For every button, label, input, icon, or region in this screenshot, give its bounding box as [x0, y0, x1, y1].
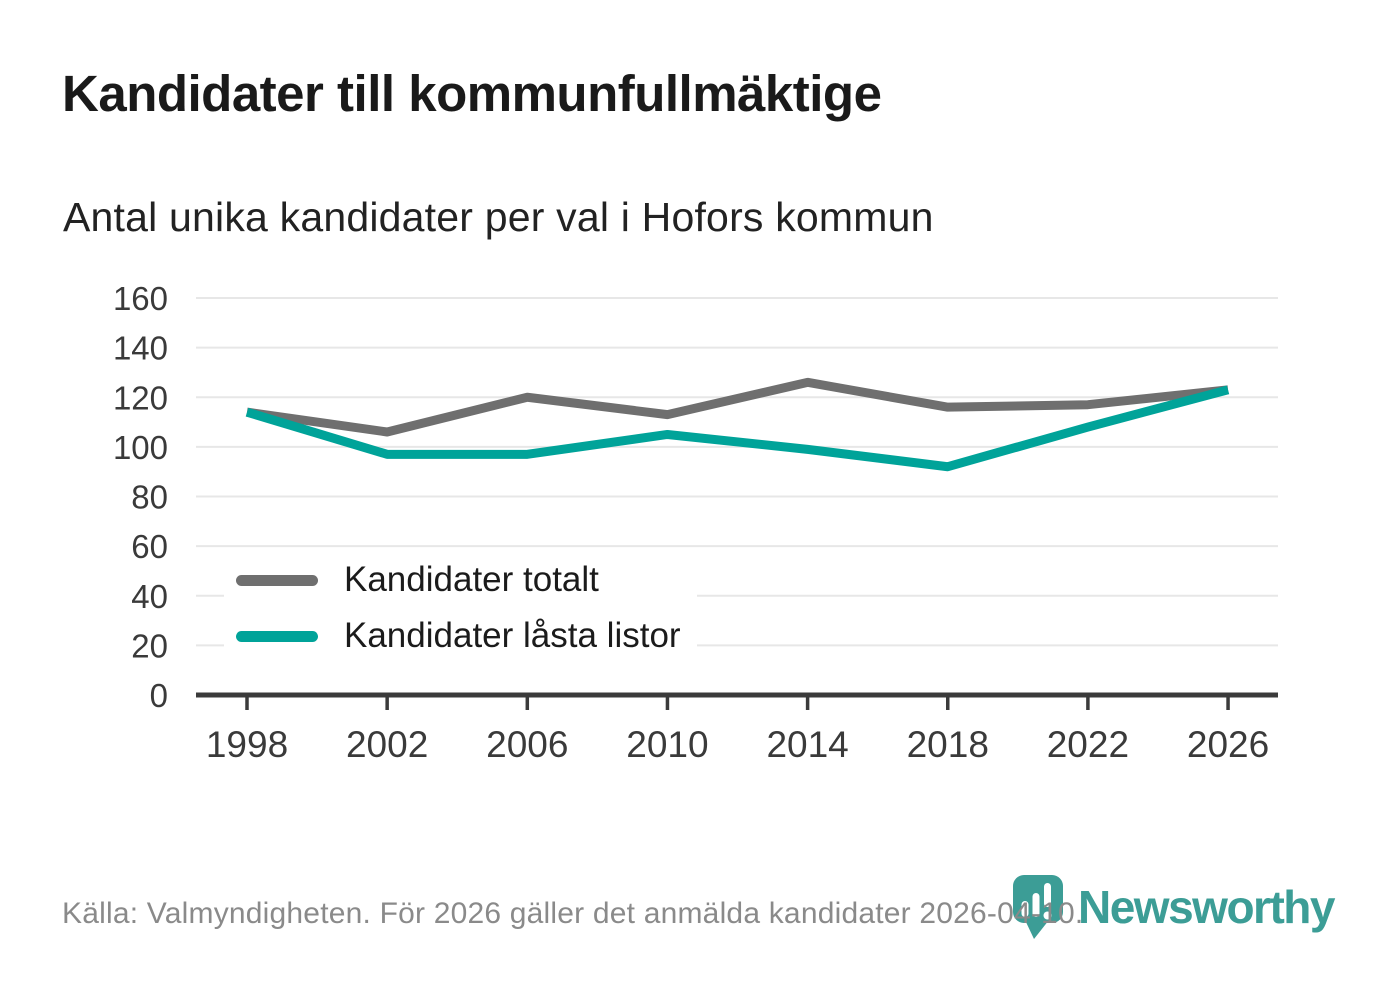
- x-tick-label: 1998: [206, 724, 288, 765]
- y-tick-label: 160: [113, 280, 168, 317]
- series-line-kandidater-totalt: [246, 377, 1229, 437]
- chart-subtitle: Antal unika kandidater per val i Hofors …: [63, 194, 934, 240]
- x-tick-label: 2014: [766, 724, 848, 765]
- x-tick-label: 2002: [346, 724, 428, 765]
- y-tick-label: 20: [131, 627, 168, 664]
- y-tick-label: 140: [113, 330, 168, 367]
- x-tick-label: 2026: [1187, 724, 1269, 765]
- legend-label-totalt: Kandidater totalt: [344, 560, 599, 599]
- newsworthy-wordmark: Newsworthy: [1078, 881, 1335, 933]
- x-tick-label: 2022: [1047, 724, 1129, 765]
- x-tick-label: 2010: [626, 724, 708, 765]
- y-tick-label: 60: [131, 528, 168, 565]
- x-tick-label: 2018: [907, 724, 989, 765]
- legend-item-lasta-listor: Kandidater låsta listor: [236, 616, 681, 655]
- newsworthy-logo: Newsworthy: [1012, 874, 1335, 940]
- x-tick-label: 2006: [486, 724, 568, 765]
- y-tick-label: 0: [150, 677, 168, 714]
- series-line-kandidater-l-sta-listor: [245, 385, 1230, 472]
- legend-swatch-lasta-listor: [236, 630, 318, 642]
- y-tick-label: 100: [113, 429, 168, 466]
- legend-label-lasta-listor: Kandidater låsta listor: [344, 616, 681, 655]
- y-tick-label: 80: [131, 479, 168, 516]
- source-note: Källa: Valmyndigheten. För 2026 gäller d…: [62, 897, 1084, 930]
- legend-item-totalt: Kandidater totalt: [236, 560, 681, 599]
- y-tick-label: 40: [131, 578, 168, 615]
- legend: Kandidater totalt Kandidater låsta listo…: [224, 552, 697, 666]
- chart-title: Kandidater till kommunfullmäktige: [62, 65, 882, 122]
- newsworthy-pin-bar-chart-icon: [1013, 875, 1063, 939]
- legend-swatch-totalt: [236, 574, 318, 586]
- y-tick-label: 120: [113, 379, 168, 416]
